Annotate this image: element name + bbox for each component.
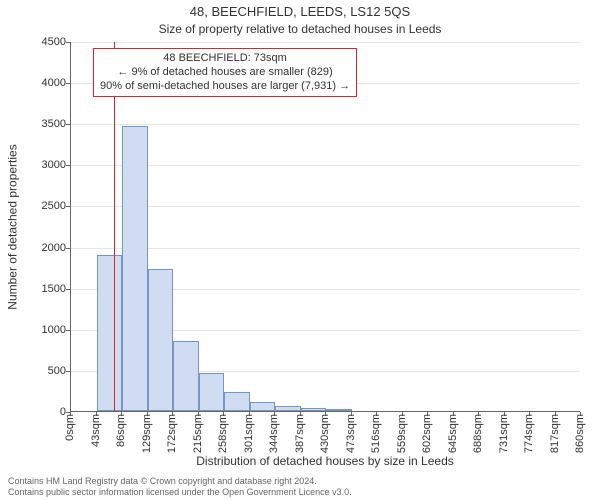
- histogram-bar: [275, 406, 301, 411]
- ytick-label: 4500: [10, 36, 66, 48]
- footer-line2: Contains public sector information licen…: [8, 487, 352, 498]
- histogram-bar: [148, 269, 174, 411]
- x-axis-label: Distribution of detached houses by size …: [70, 454, 580, 468]
- xtick-label: 86sqm: [115, 414, 127, 447]
- xtick-label: 430sqm: [319, 414, 331, 453]
- ytick-mark: [66, 42, 70, 43]
- histogram-bar: [173, 341, 199, 411]
- ytick-label: 4000: [10, 77, 66, 89]
- ytick-mark: [66, 330, 70, 331]
- xtick-label: 516sqm: [370, 414, 382, 453]
- histogram-bar: [97, 255, 123, 411]
- xtick-label: 817sqm: [549, 414, 561, 453]
- xtick-label: 602sqm: [421, 414, 433, 453]
- property-marker-line: [114, 42, 115, 411]
- xtick-label: 215sqm: [192, 414, 204, 453]
- ytick-mark: [66, 289, 70, 290]
- xtick-label: 645sqm: [447, 414, 459, 453]
- ytick-mark: [66, 248, 70, 249]
- xtick-label: 473sqm: [345, 414, 357, 453]
- chart-title: 48, BEECHFIELD, LEEDS, LS12 5QS: [0, 4, 600, 19]
- annotation-line1: 48 BEECHFIELD: 73sqm: [100, 52, 350, 66]
- ytick-label: 1500: [10, 283, 66, 295]
- ytick-label: 500: [10, 365, 66, 377]
- xtick-label: 559sqm: [396, 414, 408, 453]
- xtick-label: 172sqm: [166, 414, 178, 453]
- chart-subtitle: Size of property relative to detached ho…: [0, 22, 600, 36]
- ytick-label: 0: [10, 406, 66, 418]
- chart-container: 48, BEECHFIELD, LEEDS, LS12 5QS Size of …: [0, 0, 600, 500]
- footer-attribution: Contains HM Land Registry data © Crown c…: [8, 476, 352, 499]
- xtick-label: 688sqm: [472, 414, 484, 453]
- xtick-label: 43sqm: [90, 414, 102, 447]
- histogram-bar: [199, 373, 225, 411]
- ytick-label: 1000: [10, 324, 66, 336]
- footer-line1: Contains HM Land Registry data © Crown c…: [8, 476, 352, 487]
- xtick-label: 344sqm: [268, 414, 280, 453]
- ytick-mark: [66, 165, 70, 166]
- gridline: [71, 42, 580, 43]
- plot-area: 48 BEECHFIELD: 73sqm ← 9% of detached ho…: [70, 42, 580, 412]
- xtick-label: 129sqm: [141, 414, 153, 453]
- xtick-label: 860sqm: [574, 414, 586, 453]
- ytick-mark: [66, 83, 70, 84]
- xtick-label: 731sqm: [498, 414, 510, 453]
- xtick-label: 301sqm: [243, 414, 255, 453]
- annotation-line3: 90% of semi-detached houses are larger (…: [100, 80, 350, 94]
- ytick-label: 3000: [10, 159, 66, 171]
- annotation-line2: ← 9% of detached houses are smaller (829…: [100, 66, 350, 80]
- histogram-bar: [301, 408, 327, 411]
- ytick-label: 2500: [10, 200, 66, 212]
- ytick-mark: [66, 124, 70, 125]
- histogram-bar: [224, 392, 250, 411]
- ytick-mark: [66, 371, 70, 372]
- y-axis-label: Number of detached properties: [6, 42, 20, 412]
- annotation-box: 48 BEECHFIELD: 73sqm ← 9% of detached ho…: [93, 48, 357, 97]
- histogram-bar: [122, 126, 148, 411]
- xtick-label: 0sqm: [64, 414, 76, 441]
- ytick-label: 3500: [10, 118, 66, 130]
- histogram-bar: [250, 402, 276, 411]
- ytick-label: 2000: [10, 242, 66, 254]
- xtick-label: 774sqm: [523, 414, 535, 453]
- histogram-bar: [326, 409, 352, 411]
- ytick-mark: [66, 206, 70, 207]
- xtick-label: 387sqm: [294, 414, 306, 453]
- xtick-label: 258sqm: [217, 414, 229, 453]
